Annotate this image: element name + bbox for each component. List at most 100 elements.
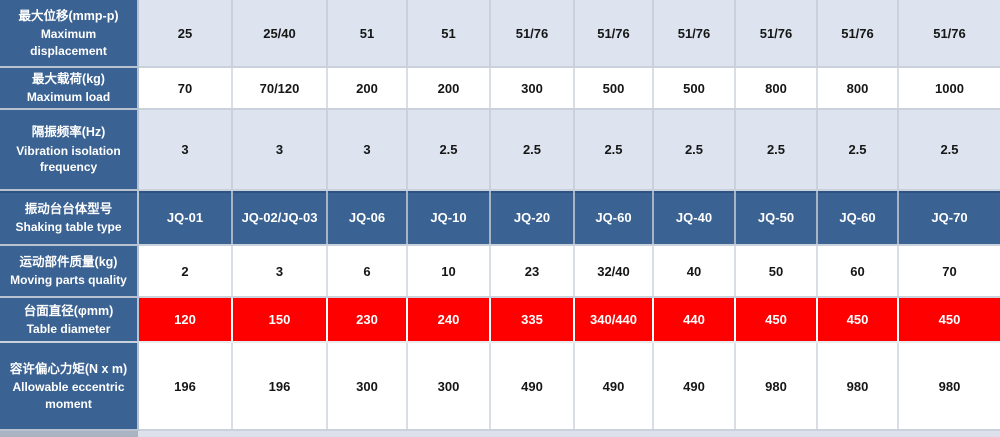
spec-cell: 40 — [653, 245, 736, 299]
spec-cell: 23 — [490, 245, 575, 299]
spec-cell: 51/76 — [490, 0, 575, 68]
spec-cell: 70 — [898, 245, 1000, 299]
row-label-zh: 最大载荷(kg) — [32, 72, 105, 86]
spec-cell: 450 — [817, 297, 899, 344]
spec-cell: 240 — [407, 297, 491, 344]
spec-cell: 3 — [232, 109, 328, 192]
row-label-en: Maximum load — [26, 90, 111, 105]
spec-cell: 440 — [653, 297, 736, 344]
spec-cell: 200 — [327, 67, 408, 111]
spec-cell: 25 — [138, 0, 233, 68]
row-label-zh: 运动部件质量(kg) — [19, 255, 118, 270]
spec-cell: 2.5 — [490, 109, 575, 192]
spec-cell: 490 — [490, 342, 575, 432]
partial-row-cells — [138, 430, 1000, 437]
spec-cell: 51/76 — [653, 0, 736, 68]
spec-cell: 800 — [735, 67, 818, 111]
spec-cell: 500 — [574, 67, 654, 111]
spec-cell: 490 — [653, 342, 736, 432]
spec-cell: JQ-02/JQ-03 — [232, 190, 328, 247]
spec-cell: 70/120 — [232, 67, 328, 111]
spec-cell: JQ-01 — [138, 190, 233, 247]
row-label-en: Maximum displacement — [30, 26, 107, 58]
row-label: 最大位移(mmp-p) Maximum displacement — [0, 0, 139, 68]
spec-cell: 2.5 — [735, 109, 818, 192]
row-label-zh: 最大位移(mmp-p) — [18, 8, 119, 23]
spec-cell: JQ-10 — [407, 190, 491, 247]
spec-cell: 51 — [407, 0, 491, 68]
spec-cell: JQ-06 — [327, 190, 408, 247]
spec-cell: 340/440 — [574, 297, 654, 344]
row-label-en: Vibration isolation frequency — [16, 143, 121, 175]
table-row: 隔振频率(Hz) Vibration isolation frequency 3 3 3… — [0, 109, 1000, 192]
spec-cell: 196 — [232, 342, 328, 432]
spec-cell: 150 — [232, 297, 328, 344]
spec-cell: 10 — [407, 245, 491, 299]
table-row: 容许偏心力矩(N x m) Allowable eccentric moment 1… — [0, 342, 1000, 432]
spec-cell: JQ-60 — [574, 190, 654, 247]
table-row: 台面直径(φmm) Table diameter 120 150 230 240 335 34… — [0, 297, 1000, 344]
row-label-zh: 容许偏心力矩(N x m) — [9, 361, 128, 376]
row-label-zh: 振动台台体型号 — [24, 201, 113, 216]
spec-cell: 980 — [898, 342, 1000, 432]
row-label-en: Allowable eccentric moment — [12, 380, 125, 411]
row-label-en: Table diameter — [26, 321, 111, 336]
spec-cell: 300 — [490, 67, 575, 111]
spec-cell: 1000 — [898, 67, 1000, 111]
spec-cell: 450 — [735, 297, 818, 344]
spec-cell: 2.5 — [653, 109, 736, 192]
spec-cell: 800 — [817, 67, 899, 111]
row-label: 最大载荷(kg) Maximum load — [0, 67, 139, 111]
spec-cell: 50 — [735, 245, 818, 299]
row-label: 隔振频率(Hz) Vibration isolation frequency — [0, 109, 139, 192]
spec-cell: 230 — [327, 297, 408, 344]
spec-cell: JQ-20 — [490, 190, 575, 247]
spec-cell: 3 — [138, 109, 233, 192]
spec-cell: 200 — [407, 67, 491, 111]
spec-cell: 51/76 — [735, 0, 818, 68]
spec-cell: 335 — [490, 297, 575, 344]
row-label: 运动部件质量(kg) Moving parts quality — [0, 245, 139, 299]
spec-cell: 25/40 — [232, 0, 328, 68]
spec-cell: 120 — [138, 297, 233, 344]
spec-cell: 51/76 — [574, 0, 654, 68]
table-row: 最大载荷(kg) Maximum load 70 70/120 200 200 300 500… — [0, 67, 1000, 111]
spec-cell: JQ-70 — [898, 190, 1000, 247]
row-label-en: Moving parts quality — [10, 273, 127, 288]
spec-cell: 32/40 — [574, 245, 654, 299]
partial-row-label — [0, 430, 138, 437]
table-row: 运动部件质量(kg) Moving parts quality 2 3 6 10 23 32/… — [0, 245, 1000, 299]
table-row: 振动台台体型号 Shaking table type JQ-01 JQ-02/JQ-0… — [0, 190, 1000, 247]
spec-cell: 2.5 — [407, 109, 491, 192]
row-label: 振动台台体型号 Shaking table type — [0, 190, 139, 247]
spec-cell: JQ-60 — [817, 190, 899, 247]
spec-cell: 300 — [407, 342, 491, 432]
partial-next-row — [0, 430, 1000, 437]
spec-cell: 500 — [653, 67, 736, 111]
spec-cell: 2.5 — [898, 109, 1000, 192]
spec-cell: 51/76 — [898, 0, 1000, 68]
spec-cell: 2.5 — [574, 109, 654, 192]
row-label-zh: 隔振频率(Hz) — [31, 125, 106, 140]
spec-cell: 300 — [327, 342, 408, 432]
spec-cell: 6 — [327, 245, 408, 299]
spec-cell: 490 — [574, 342, 654, 432]
row-label: 容许偏心力矩(N x m) Allowable eccentric moment — [0, 342, 139, 432]
spec-cell: 51 — [327, 0, 408, 68]
table-row: 最大位移(mmp-p) Maximum displacement 25 25/40 51… — [0, 0, 1000, 68]
spec-cell: JQ-40 — [653, 190, 736, 247]
spec-cell: 2.5 — [817, 109, 899, 192]
row-label-en: Shaking table type — [15, 219, 122, 234]
spec-cell: 3 — [327, 109, 408, 192]
spec-cell: 51/76 — [817, 0, 899, 68]
spec-cell: 450 — [898, 297, 1000, 344]
spec-cell: 3 — [232, 245, 328, 299]
row-label: 台面直径(φmm) Table diameter — [0, 297, 139, 344]
spec-cell: JQ-50 — [735, 190, 818, 247]
spec-cell: 60 — [817, 245, 899, 299]
spec-cell: 196 — [138, 342, 233, 432]
spec-cell: 980 — [817, 342, 899, 432]
spec-cell: 70 — [138, 67, 233, 111]
